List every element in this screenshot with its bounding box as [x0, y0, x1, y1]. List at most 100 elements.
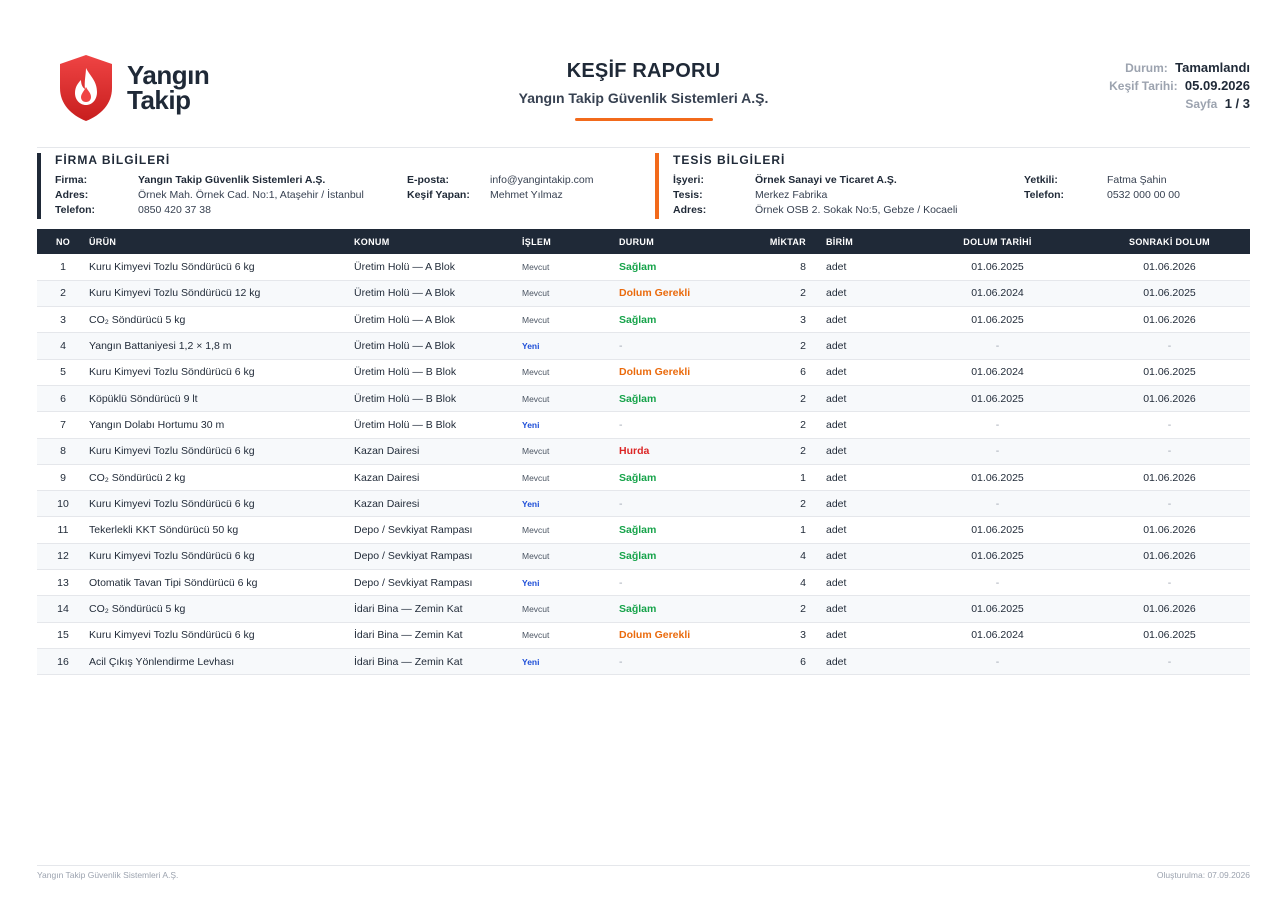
cell-quantity: 4 — [739, 543, 816, 571]
cell-location: Depo / Sevkiyat Rampası — [354, 543, 522, 571]
cell-unit: adet — [816, 569, 906, 597]
title-block: KEŞİF RAPORU Yangın Takip Güvenlik Siste… — [37, 60, 1250, 121]
cell-next-fill: 01.06.2026 — [1089, 464, 1250, 492]
col-header-unit: BİRİM — [826, 236, 853, 247]
cell-unit: adet — [816, 543, 906, 571]
cell-action: Yeni — [522, 411, 619, 439]
cell-status: - — [619, 411, 739, 439]
facility-info-title: TESİS BİLGİLERİ — [673, 153, 786, 167]
cell-no: 3 — [37, 306, 89, 334]
cell-action: Mevcut — [522, 385, 619, 413]
flame-shield-icon — [60, 55, 112, 121]
logo-line-2: Takip — [127, 85, 191, 115]
cell-no: 14 — [37, 595, 89, 623]
footer-created-date: Oluşturulma: 07.09.2026 — [1156, 870, 1250, 880]
cell-action: Yeni — [522, 648, 619, 676]
cell-next-fill: 01.06.2026 — [1089, 385, 1250, 413]
cell-fill-date: 01.06.2025 — [906, 385, 1089, 413]
cell-no: 7 — [37, 411, 89, 439]
cell-quantity: 4 — [739, 569, 816, 597]
table-row: 2 Kuru Kimyevi Tozlu Söndürücü 12 kg Üreti… — [37, 280, 1250, 308]
cell-no: 8 — [37, 438, 89, 465]
cell-fill-date: 01.06.2024 — [906, 280, 1089, 308]
facility-address-label: Adres: — [673, 204, 707, 216]
cell-unit: adet — [816, 254, 906, 281]
cell-status: - — [619, 332, 739, 360]
firm-email-label: E-posta: — [407, 174, 449, 186]
cell-quantity: 3 — [739, 306, 816, 334]
cell-status: Sağlam — [619, 543, 739, 571]
cell-unit: adet — [816, 464, 906, 492]
report-header: Yangın Takip KEŞİF RAPORU Yangın Takip G… — [37, 48, 1250, 138]
surveyor-label: Keşif Yapan: — [407, 189, 470, 201]
cell-action: Mevcut — [522, 280, 619, 308]
table-row: 15 Kuru Kimyevi Tozlu Söndürücü 6 kg İdari… — [37, 622, 1250, 649]
col-header-quantity: MİKTAR — [769, 236, 806, 247]
cell-status: - — [619, 569, 739, 597]
cell-status: Sağlam — [619, 595, 739, 623]
cell-no: 9 — [37, 464, 89, 492]
table-row: 8 Kuru Kimyevi Tozlu Söndürücü 6 kg Kazan … — [37, 438, 1250, 465]
cell-unit: adet — [816, 648, 906, 676]
table-row: 14 CO₂ Söndürücü 5 kg İdari Bina — Zemin K… — [37, 595, 1250, 623]
cell-action: Mevcut — [522, 464, 619, 492]
table-header-row: NO ÜRÜN KONUM İŞLEM DURUM MİKTAR BİRİM D… — [37, 229, 1250, 254]
cell-next-fill: 01.06.2026 — [1089, 254, 1250, 281]
cell-location: Üretim Holü — A Blok — [354, 332, 522, 360]
footer-company: Yangın Takip Güvenlik Sistemleri A.Ş. — [37, 870, 179, 880]
cell-quantity: 8 — [739, 254, 816, 281]
cell-status: Sağlam — [619, 464, 739, 492]
cell-fill-date: 01.06.2024 — [906, 622, 1089, 649]
cell-location: Depo / Sevkiyat Rampası — [354, 569, 522, 597]
logo-line-1: Yangın — [127, 60, 210, 90]
cell-location: İdari Bina — Zemin Kat — [354, 648, 522, 676]
cell-next-fill: - — [1089, 438, 1250, 465]
cell-fill-date: - — [906, 569, 1089, 597]
cell-quantity: 6 — [739, 648, 816, 676]
cell-location: Depo / Sevkiyat Rampası — [354, 516, 522, 544]
cell-quantity: 2 — [739, 595, 816, 623]
page-row: Sayfa 1 / 3 — [1109, 95, 1250, 113]
company-logo: Yangın Takip — [57, 54, 210, 122]
cell-quantity: 2 — [739, 438, 816, 465]
cell-unit: adet — [816, 516, 906, 544]
cell-quantity: 2 — [739, 280, 816, 308]
cell-no: 5 — [37, 359, 89, 386]
cell-location: Üretim Holü — A Blok — [354, 254, 522, 281]
firm-phone-value: 0850 420 37 38 — [138, 204, 211, 216]
firm-info-panel: FİRMA BİLGİLERİ Firma: Adres: Telefon: Y… — [37, 153, 637, 219]
col-header-status: DURUM — [619, 236, 654, 247]
cell-fill-date: 01.06.2025 — [906, 306, 1089, 334]
cell-status: Dolum Gerekli — [619, 280, 739, 308]
table-body: 1 Kuru Kimyevi Tozlu Söndürücü 6 kg Üretim… — [37, 254, 1250, 676]
cell-location: Kazan Dairesi — [354, 438, 522, 465]
cell-fill-date: 01.06.2025 — [906, 254, 1089, 281]
cell-unit: adet — [816, 490, 906, 518]
col-header-product: ÜRÜN — [89, 236, 117, 247]
firm-address-label: Adres: — [55, 189, 89, 201]
col-header-location: KONUM — [354, 236, 390, 247]
cell-location: Üretim Holü — A Blok — [354, 306, 522, 334]
cell-product: Kuru Kimyevi Tozlu Söndürücü 6 kg — [89, 490, 354, 518]
cell-quantity: 3 — [739, 622, 816, 649]
cell-location: Üretim Holü — A Blok — [354, 280, 522, 308]
firm-name-label: Firma: — [55, 174, 88, 186]
col-header-action: İŞLEM — [522, 236, 552, 247]
table-row: 10 Kuru Kimyevi Tozlu Söndürücü 6 kg Kazan… — [37, 490, 1250, 518]
firm-phone-label: Telefon: — [55, 204, 96, 216]
cell-no: 15 — [37, 622, 89, 649]
cell-product: Kuru Kimyevi Tozlu Söndürücü 12 kg — [89, 280, 354, 308]
cell-fill-date: - — [906, 411, 1089, 439]
cell-no: 16 — [37, 648, 89, 676]
status-row: Durum: Tamamlandı — [1109, 59, 1250, 77]
site-label: Tesis: — [673, 189, 703, 201]
cell-quantity: 2 — [739, 385, 816, 413]
cell-next-fill: - — [1089, 332, 1250, 360]
cell-location: Üretim Holü — B Blok — [354, 359, 522, 386]
cell-action: Yeni — [522, 490, 619, 518]
table-row: 3 CO₂ Söndürücü 5 kg Üretim Holü — A Blok M… — [37, 306, 1250, 334]
site-value: Merkez Fabrika — [755, 189, 828, 201]
facility-phone-value: 0532 000 00 00 — [1107, 189, 1180, 201]
col-header-next-fill: SONRAKİ DOLUM — [1129, 236, 1210, 247]
cell-unit: adet — [816, 359, 906, 386]
